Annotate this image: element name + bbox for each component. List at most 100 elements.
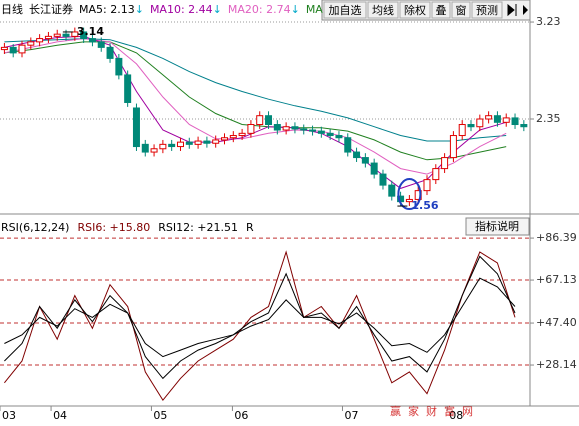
candle-body bbox=[44, 35, 52, 40]
candle-body bbox=[309, 129, 317, 132]
candle-body bbox=[265, 115, 273, 126]
candle-body bbox=[0, 46, 8, 51]
candle-body bbox=[476, 118, 484, 128]
candle-body bbox=[229, 135, 237, 139]
toolbar-button[interactable] bbox=[367, 1, 399, 19]
toolbar-button[interactable] bbox=[399, 1, 431, 19]
candle-body bbox=[317, 130, 325, 134]
legend-entry: MA20: 2.74 bbox=[228, 3, 291, 16]
x-tick-label: 06 bbox=[234, 409, 248, 422]
legend-entry: MA bbox=[306, 3, 323, 16]
y-tick-label: +28.14 bbox=[536, 358, 577, 371]
annotation: 1.56 bbox=[411, 199, 438, 212]
candle-body bbox=[132, 107, 140, 148]
candle-body bbox=[405, 198, 413, 203]
candle-body bbox=[71, 31, 79, 37]
candle-body bbox=[203, 140, 211, 144]
candle-body bbox=[379, 173, 387, 186]
candle-body bbox=[282, 126, 290, 131]
candle-body bbox=[176, 141, 184, 148]
x-tick-label: 03 bbox=[2, 409, 16, 422]
candle-body bbox=[256, 115, 264, 126]
x-tick-label: 04 bbox=[53, 409, 67, 422]
toolbar-label[interactable]: 加自选 bbox=[329, 4, 362, 17]
x-tick-label: 08 bbox=[449, 409, 463, 422]
legend-arrow: ↓ bbox=[213, 3, 222, 16]
candle-body bbox=[185, 141, 193, 145]
candle-body bbox=[388, 184, 396, 197]
candle-body bbox=[520, 124, 528, 128]
candle-body bbox=[458, 124, 466, 137]
highlight-circle bbox=[397, 178, 422, 211]
toolbar-button[interactable] bbox=[431, 1, 451, 19]
watermark: 赢家财富网 bbox=[390, 404, 480, 418]
candle-body bbox=[467, 124, 475, 128]
button-label[interactable]: 指标说明 bbox=[475, 219, 519, 233]
toolbar-icon[interactable] bbox=[507, 3, 517, 17]
legend-entry: MA10: 2.44 bbox=[150, 3, 213, 16]
legend-entry: MA5: 2.13 bbox=[79, 3, 135, 16]
candle-body bbox=[106, 46, 114, 59]
candle-body bbox=[300, 128, 308, 131]
candle-body bbox=[194, 140, 202, 145]
candle-body bbox=[326, 132, 334, 137]
toolbar-label[interactable]: 预测 bbox=[476, 4, 498, 17]
y-tick-label: +86.39 bbox=[536, 231, 577, 244]
toolbar-button[interactable] bbox=[471, 1, 503, 19]
candle-body bbox=[273, 124, 281, 131]
candle-body bbox=[141, 143, 149, 153]
toolbar-label[interactable]: 除权 bbox=[404, 3, 426, 17]
candle-body bbox=[150, 148, 158, 153]
x-tick-label: 05 bbox=[153, 409, 167, 422]
candle-body bbox=[449, 135, 457, 159]
y-tick-label: 3.23 bbox=[536, 15, 561, 28]
header-text: 日线 bbox=[1, 2, 23, 16]
candle-body bbox=[27, 41, 35, 46]
candle-body bbox=[124, 74, 132, 103]
indicator-line bbox=[4, 35, 507, 189]
legend-arrow: ↓ bbox=[135, 3, 144, 16]
candle-body bbox=[238, 132, 246, 137]
candle-body bbox=[291, 126, 299, 130]
candle-body bbox=[344, 137, 352, 153]
candle-body bbox=[493, 115, 501, 123]
indicator-line bbox=[4, 255, 516, 380]
candle-body bbox=[80, 31, 88, 40]
legend-entry: R bbox=[246, 221, 254, 234]
candle-body bbox=[159, 143, 167, 150]
legend-entry: RSI(6,12,24) bbox=[1, 221, 69, 234]
chart-header: RSI(6,12,24) RSI6: +15.80 RSI12: +21.51 R bbox=[1, 221, 254, 234]
y-tick-label: +47.40 bbox=[536, 316, 577, 329]
legend-entry: RSI12: +21.51 bbox=[158, 221, 238, 234]
toolbar-button[interactable] bbox=[323, 1, 367, 19]
header-text: 长江证券 bbox=[29, 2, 73, 16]
annotation: 3.14 bbox=[77, 25, 104, 38]
candle-body bbox=[53, 33, 61, 37]
candle-body bbox=[441, 157, 449, 170]
candle-body bbox=[502, 117, 510, 123]
legend-entry: RSI6: +15.80 bbox=[77, 221, 150, 234]
toolbar-icon[interactable] bbox=[523, 5, 528, 15]
toolbar-label[interactable]: 叠 bbox=[436, 4, 447, 17]
y-tick-label: 2.35 bbox=[536, 112, 561, 125]
x-tick-label: 07 bbox=[344, 409, 358, 422]
indicator-line bbox=[4, 38, 507, 175]
toolbar-label[interactable]: 窗 bbox=[456, 3, 467, 17]
legend-arrow: ↓ bbox=[291, 3, 300, 16]
candle-body bbox=[115, 57, 123, 76]
candle-body bbox=[88, 38, 96, 43]
candle-body bbox=[212, 139, 220, 144]
candle-body bbox=[18, 44, 26, 54]
toolbar-button[interactable] bbox=[451, 1, 471, 19]
indicator-line bbox=[4, 277, 516, 358]
candle-body bbox=[335, 135, 343, 139]
toolbar-label[interactable]: 均线 bbox=[372, 3, 394, 17]
candle-body bbox=[247, 124, 255, 134]
candle-body bbox=[36, 38, 44, 43]
candle-body bbox=[361, 157, 369, 164]
candle-body bbox=[353, 151, 361, 159]
toolbar: 加自选 均线 除权叠窗预测 bbox=[321, 0, 531, 21]
candle-body bbox=[423, 179, 431, 192]
button[interactable] bbox=[465, 217, 530, 236]
